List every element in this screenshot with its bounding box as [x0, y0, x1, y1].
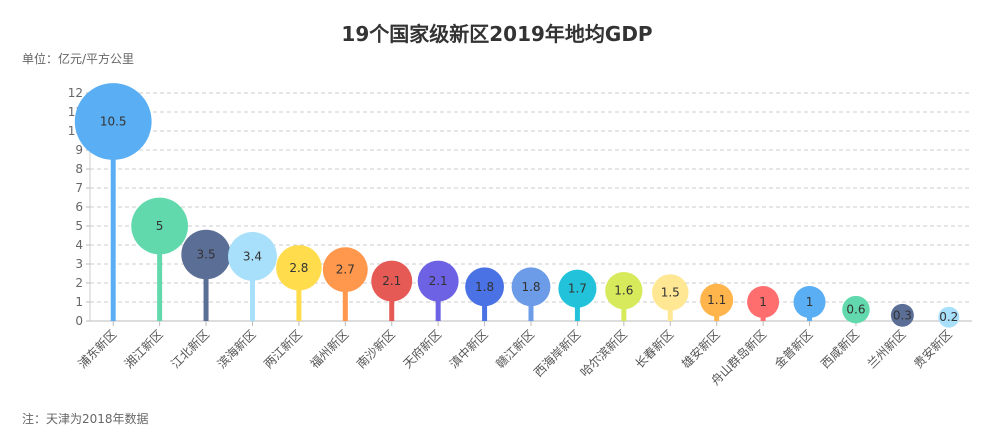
data-label: 1.8: [521, 280, 540, 294]
data-label: 1.8: [475, 280, 494, 294]
bubble: [842, 295, 870, 324]
y-tick-label: 8: [75, 162, 83, 176]
x-tick-label: 贵安新区: [910, 327, 955, 372]
data-label: 1.1: [707, 293, 726, 307]
data-label: 3.5: [197, 248, 216, 262]
lollipop-stem: [110, 121, 116, 321]
bubble: [322, 247, 368, 293]
data-label: 3.4: [243, 249, 262, 263]
x-tick-label: 西海岸新区: [530, 327, 583, 380]
x-tick-label: 江北新区: [168, 327, 213, 372]
data-label: 10.5: [100, 115, 127, 129]
x-tick-label: 福州新区: [307, 327, 352, 372]
lollipop-stem: [249, 256, 255, 321]
x-tick-label: 金普新区: [771, 327, 816, 372]
bubble: [605, 271, 643, 310]
y-tick-label: 2: [75, 276, 83, 290]
x-tick-label: 两江新区: [260, 327, 305, 372]
bubble: [511, 267, 551, 307]
bubble: [371, 260, 413, 302]
lollipop-stem: [296, 267, 302, 321]
bubble: [276, 245, 322, 291]
bubble: [181, 229, 231, 280]
x-tick-label: 长春新区: [632, 327, 677, 372]
bubble: [747, 286, 780, 318]
bubble: [793, 286, 826, 318]
y-tick-label: 4: [75, 238, 83, 252]
bubble: [465, 267, 504, 307]
y-tick-label: 1: [75, 295, 83, 309]
x-tick-label: 滇中新区: [446, 327, 491, 372]
bubble: [228, 231, 277, 281]
x-tick-label: 滨海新区: [214, 327, 259, 372]
bubble: [890, 303, 914, 327]
x-tick-label: 天府新区: [400, 327, 445, 372]
lollipop-stem: [342, 269, 348, 321]
y-tick-label: 3: [75, 257, 83, 271]
chart-title: 19个国家级新区2019年地均GDP: [341, 22, 653, 46]
lollipop-stem: [203, 254, 209, 321]
y-tick-label: 9: [75, 143, 83, 157]
x-tick-label: 雄安新区: [678, 327, 723, 372]
data-label: 5: [156, 219, 164, 233]
data-label: 1.7: [568, 282, 587, 296]
data-label: 2.1: [429, 274, 448, 288]
data-label: 0.6: [846, 303, 865, 317]
x-tick-label: 湘江新区: [121, 327, 166, 372]
data-label: 1: [759, 295, 767, 309]
bubble: [417, 260, 459, 302]
x-tick-label: 哈尔滨新区: [577, 327, 630, 380]
y-tick-label: 5: [75, 219, 83, 233]
x-tick-label: 赣江新区: [493, 327, 538, 372]
data-label: 0.2: [939, 310, 958, 324]
x-tick-label: 兰州新区: [864, 327, 909, 372]
y-tick-label: 6: [75, 200, 83, 214]
data-label: 0.3: [893, 308, 912, 322]
y-tick-label: 0: [75, 314, 83, 328]
bubble: [700, 283, 734, 317]
bubble: [558, 269, 597, 308]
y-tick-label: 12: [68, 86, 83, 100]
y-tick-label: 7: [75, 181, 83, 195]
data-label: 1.6: [614, 284, 633, 298]
bubble: [74, 83, 152, 160]
x-tick-label: 浦东新区: [75, 327, 120, 372]
bubble: [938, 306, 960, 328]
bubble: [652, 274, 689, 311]
data-label: 1: [806, 295, 814, 309]
x-tick-label: 西咸新区: [818, 327, 863, 372]
data-label: 2.1: [382, 274, 401, 288]
footnote: 注：天津为2018年数据: [22, 412, 149, 426]
x-tick-label: 南沙新区: [353, 327, 398, 372]
data-label: 2.7: [336, 263, 355, 277]
data-label: 2.8: [289, 261, 308, 275]
unit-label: 单位：亿元/平方公里: [22, 52, 135, 66]
bubble: [131, 197, 188, 255]
data-label: 1.5: [661, 286, 680, 300]
lollipop-stem: [157, 226, 163, 321]
